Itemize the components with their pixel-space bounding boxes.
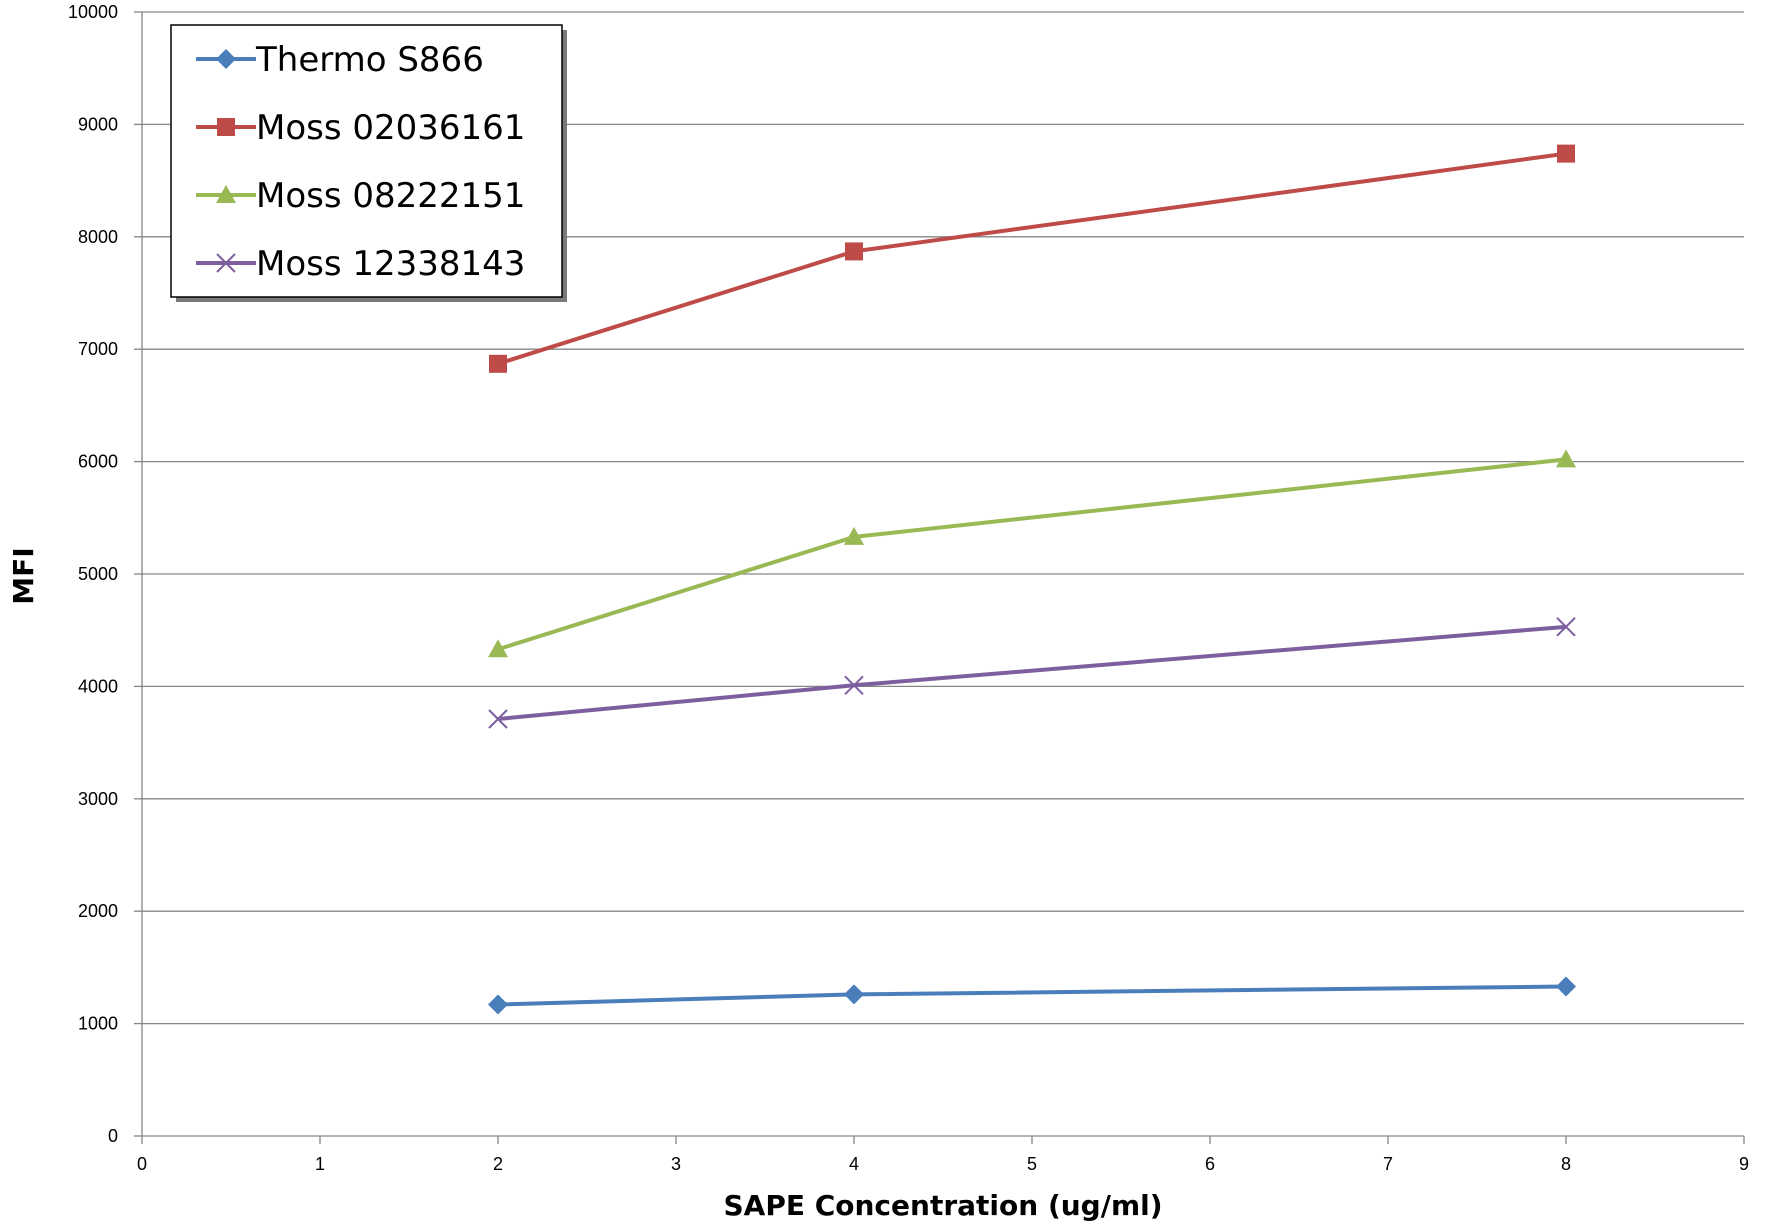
x-tick-label: 4 (849, 1154, 859, 1174)
x-tick-label: 7 (1383, 1154, 1393, 1174)
data-point (488, 994, 508, 1015)
legend-marker (217, 118, 235, 136)
y-tick-label: 4000 (78, 676, 118, 696)
series-line (497, 151, 1567, 366)
data-point (1557, 144, 1575, 163)
y-tick-label: 2000 (78, 901, 118, 921)
x-tick-label: 0 (137, 1154, 147, 1174)
x-tick-label: 6 (1205, 1154, 1215, 1174)
grid-lines (142, 11, 1744, 1025)
legend-label: Moss 12338143 (256, 244, 525, 284)
x-tick-label: 3 (671, 1154, 681, 1174)
legend: Thermo S866 Moss 02036161 Moss 08222151 Mos… (170, 24, 567, 302)
axes (134, 11, 1745, 1144)
data-point (489, 354, 507, 373)
x-tick-label: 2 (493, 1154, 503, 1174)
legend-item: Moss 12338143 (196, 244, 525, 284)
legend-marker (216, 253, 236, 273)
y-tick-label: 6000 (78, 452, 118, 472)
series-layer (488, 144, 1576, 1015)
data-point (844, 526, 864, 545)
series-0 (488, 976, 1576, 1015)
legend-item: Moss 08222151 (196, 176, 525, 216)
legend-item: Thermo S866 (196, 40, 484, 80)
x-tick-label: 5 (1027, 1154, 1037, 1174)
legend-label: Moss 02036161 (256, 108, 525, 148)
x-axis-title: SAPE Concentration (ug/ml) (723, 1189, 1162, 1222)
data-point (488, 639, 508, 658)
legend-label: Thermo S866 (255, 40, 484, 80)
legend-item: Moss 02036161 (196, 108, 525, 148)
legend-marker (216, 49, 236, 69)
y-tick-labels: 0 1000 2000 3000 4000 5000 6000 7000 8000 9000 100… (68, 2, 118, 1146)
series-2 (488, 449, 1576, 658)
y-tick-label: 8000 (78, 227, 118, 247)
series-3 (488, 617, 1576, 729)
series-line (497, 624, 1567, 721)
y-tick-label: 10000 (68, 2, 118, 22)
x-tick-label: 1 (315, 1154, 325, 1174)
y-tick-label: 1000 (78, 1014, 118, 1034)
data-point (1556, 449, 1576, 468)
data-point (1556, 976, 1576, 997)
data-point (844, 675, 864, 695)
data-point (488, 709, 508, 729)
y-tick-label: 3000 (78, 789, 118, 809)
data-point (1556, 617, 1576, 637)
data-point (844, 984, 864, 1005)
y-tick-label: 0 (108, 1126, 118, 1146)
y-axis-title: MFI (7, 547, 40, 604)
series-line (497, 457, 1567, 652)
y-tick-label: 9000 (78, 114, 118, 134)
legend-marker (216, 185, 236, 203)
x-tick-labels: 0 1 2 3 4 5 6 7 8 9 (137, 1154, 1749, 1174)
legend-box (170, 24, 563, 298)
series-line (497, 984, 1567, 1007)
data-point (845, 242, 863, 261)
x-tick-label: 8 (1561, 1154, 1571, 1174)
y-tick-label: 5000 (78, 564, 118, 584)
legend-label: Moss 08222151 (256, 176, 525, 216)
series-1 (489, 144, 1575, 373)
y-tick-label: 7000 (78, 339, 118, 359)
x-tick-label: 9 (1739, 1154, 1749, 1174)
